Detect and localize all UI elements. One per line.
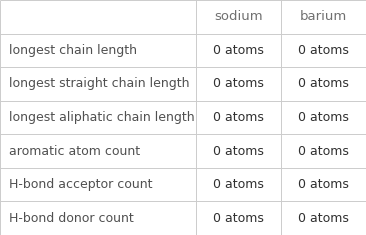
Text: 0 atoms: 0 atoms [213, 44, 264, 57]
Text: 0 atoms: 0 atoms [298, 212, 349, 225]
Text: 0 atoms: 0 atoms [213, 145, 264, 158]
Text: sodium: sodium [214, 10, 262, 23]
Text: 0 atoms: 0 atoms [213, 178, 264, 191]
Text: 0 atoms: 0 atoms [298, 44, 349, 57]
Text: aromatic atom count: aromatic atom count [9, 145, 140, 158]
Text: longest aliphatic chain length: longest aliphatic chain length [9, 111, 195, 124]
Text: longest chain length: longest chain length [9, 44, 137, 57]
Text: 0 atoms: 0 atoms [298, 77, 349, 90]
Text: H-bond donor count: H-bond donor count [9, 212, 134, 225]
Text: 0 atoms: 0 atoms [298, 178, 349, 191]
Text: 0 atoms: 0 atoms [213, 212, 264, 225]
Text: H-bond acceptor count: H-bond acceptor count [9, 178, 153, 191]
Text: 0 atoms: 0 atoms [298, 111, 349, 124]
Text: longest straight chain length: longest straight chain length [9, 77, 190, 90]
Text: 0 atoms: 0 atoms [213, 77, 264, 90]
Text: 0 atoms: 0 atoms [213, 111, 264, 124]
Text: barium: barium [300, 10, 347, 23]
Text: 0 atoms: 0 atoms [298, 145, 349, 158]
